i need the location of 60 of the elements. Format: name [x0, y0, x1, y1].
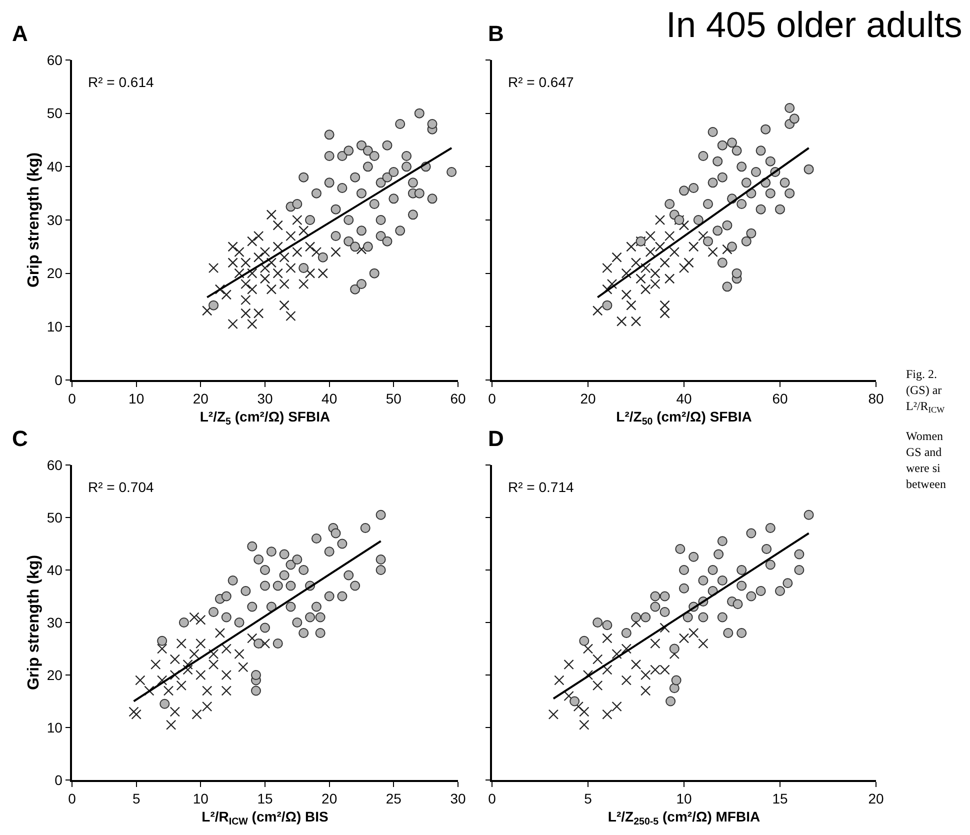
text: Women	[906, 429, 944, 443]
x-axis-title: L²/Z$_{50}$ (cm²/Ω) SFBIA	[616, 408, 752, 428]
y-tick-label: 10	[46, 719, 63, 736]
x-tick-label: 50	[386, 390, 402, 407]
x-tick-label: 60	[772, 390, 788, 407]
x-axis-title: L²/R$_{ICW}$ (cm²/Ω) BIS	[202, 808, 328, 828]
y-tick-label: 20	[46, 265, 63, 282]
y-tick-label: 30	[46, 614, 63, 630]
y-tick-label: 0	[54, 372, 63, 388]
x-tick-label: 5	[132, 790, 140, 807]
x-tick-label: 25	[386, 790, 402, 807]
x-axis-title: L²/Z$_{250-5}$ (cm²/Ω) MFBIA	[608, 808, 760, 828]
text: (GS) ar	[906, 383, 942, 397]
y-tick-label: 10	[46, 318, 63, 335]
y-tick-label: 60	[46, 456, 63, 473]
text: between	[906, 477, 946, 491]
x-tick-label: 20	[868, 790, 884, 807]
annotation: R² = 0.614	[88, 74, 154, 90]
x-tick-label: 20	[322, 790, 338, 807]
annotation: R² = 0.704	[88, 479, 154, 495]
chart-title: C	[12, 426, 28, 451]
x-axis-title: L²/Z$_{5}$ (cm²/Ω) SFBIA	[200, 408, 330, 428]
annotation: R² = 0.714	[508, 479, 574, 495]
caption: Fig. 2.	[906, 367, 938, 381]
y-tick-label: 40	[46, 562, 63, 578]
x-tick-label: 15	[772, 790, 788, 807]
x-tick-label: 0	[68, 790, 76, 807]
x-tick-label: 20	[580, 390, 596, 407]
y-tick-label: 60	[46, 52, 63, 68]
x-tick-label: 30	[257, 390, 273, 407]
text: GS and	[906, 445, 942, 459]
x-tick-label: 0	[488, 790, 496, 807]
y-tick-label: 50	[46, 509, 63, 526]
x-tick-label: 40	[322, 390, 338, 407]
text: L²/R$_{ICW}$	[906, 399, 945, 415]
chart-title: B	[488, 21, 504, 46]
chart-subtitle: In 405 older adults	[666, 4, 962, 45]
x-tick-label: 0	[488, 390, 496, 407]
y-axis-title: Grip strength (kg)	[25, 554, 42, 690]
x-tick-label: 60	[450, 390, 466, 407]
x-tick-label: 40	[676, 390, 692, 407]
y-tick-label: 50	[46, 105, 63, 122]
y-tick-label: 20	[46, 666, 63, 683]
chart-title: A	[12, 21, 28, 46]
annotation: R² = 0.647	[508, 74, 574, 90]
text: were si	[906, 461, 941, 475]
x-tick-label: 10	[192, 790, 209, 807]
x-tick-label: 20	[192, 390, 209, 407]
chart-title: D	[488, 426, 504, 451]
y-tick-label: 30	[46, 212, 63, 228]
x-tick-label: 30	[450, 790, 466, 807]
x-tick-label: 10	[128, 390, 144, 407]
x-tick-label: 5	[584, 790, 592, 807]
y-tick-label: 0	[54, 772, 63, 788]
y-tick-label: 40	[46, 158, 63, 175]
x-tick-label: 15	[257, 790, 273, 807]
x-tick-label: 10	[676, 790, 692, 807]
y-axis-title: Grip strength (kg)	[25, 152, 42, 288]
x-tick-label: 0	[68, 390, 76, 407]
x-tick-label: 80	[868, 390, 884, 407]
